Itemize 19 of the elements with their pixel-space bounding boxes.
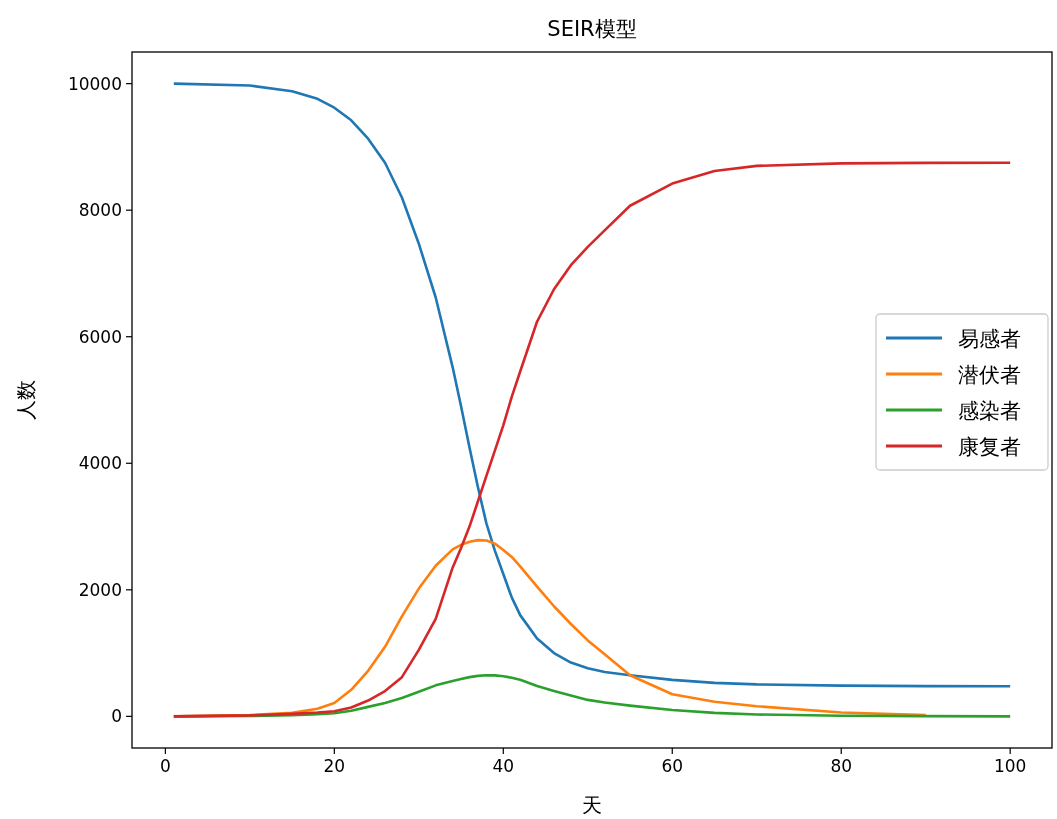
y-axis-title: 人数 bbox=[14, 380, 38, 420]
x-tick-label: 80 bbox=[830, 756, 853, 776]
chart-title: SEIR模型 bbox=[547, 17, 637, 41]
legend-label: 感染者 bbox=[958, 399, 1021, 423]
x-tick-label: 40 bbox=[492, 756, 515, 776]
x-tick-label: 0 bbox=[159, 756, 171, 776]
x-tick-label: 100 bbox=[993, 756, 1027, 776]
y-tick-label: 4000 bbox=[78, 453, 122, 474]
x-tick-label: 20 bbox=[323, 756, 346, 776]
legend-label: 康复者 bbox=[958, 435, 1021, 459]
legend-label: 易感者 bbox=[958, 327, 1021, 351]
x-axis-title: 天 bbox=[582, 793, 602, 817]
y-tick-label: 10000 bbox=[67, 73, 122, 94]
legend-label: 潜伏者 bbox=[958, 363, 1021, 387]
y-tick-label: 6000 bbox=[78, 326, 122, 347]
y-tick-label: 2000 bbox=[78, 579, 122, 600]
y-tick-label: 0 bbox=[111, 706, 122, 727]
x-tick-label: 60 bbox=[661, 756, 684, 776]
y-tick-label: 8000 bbox=[78, 200, 122, 221]
